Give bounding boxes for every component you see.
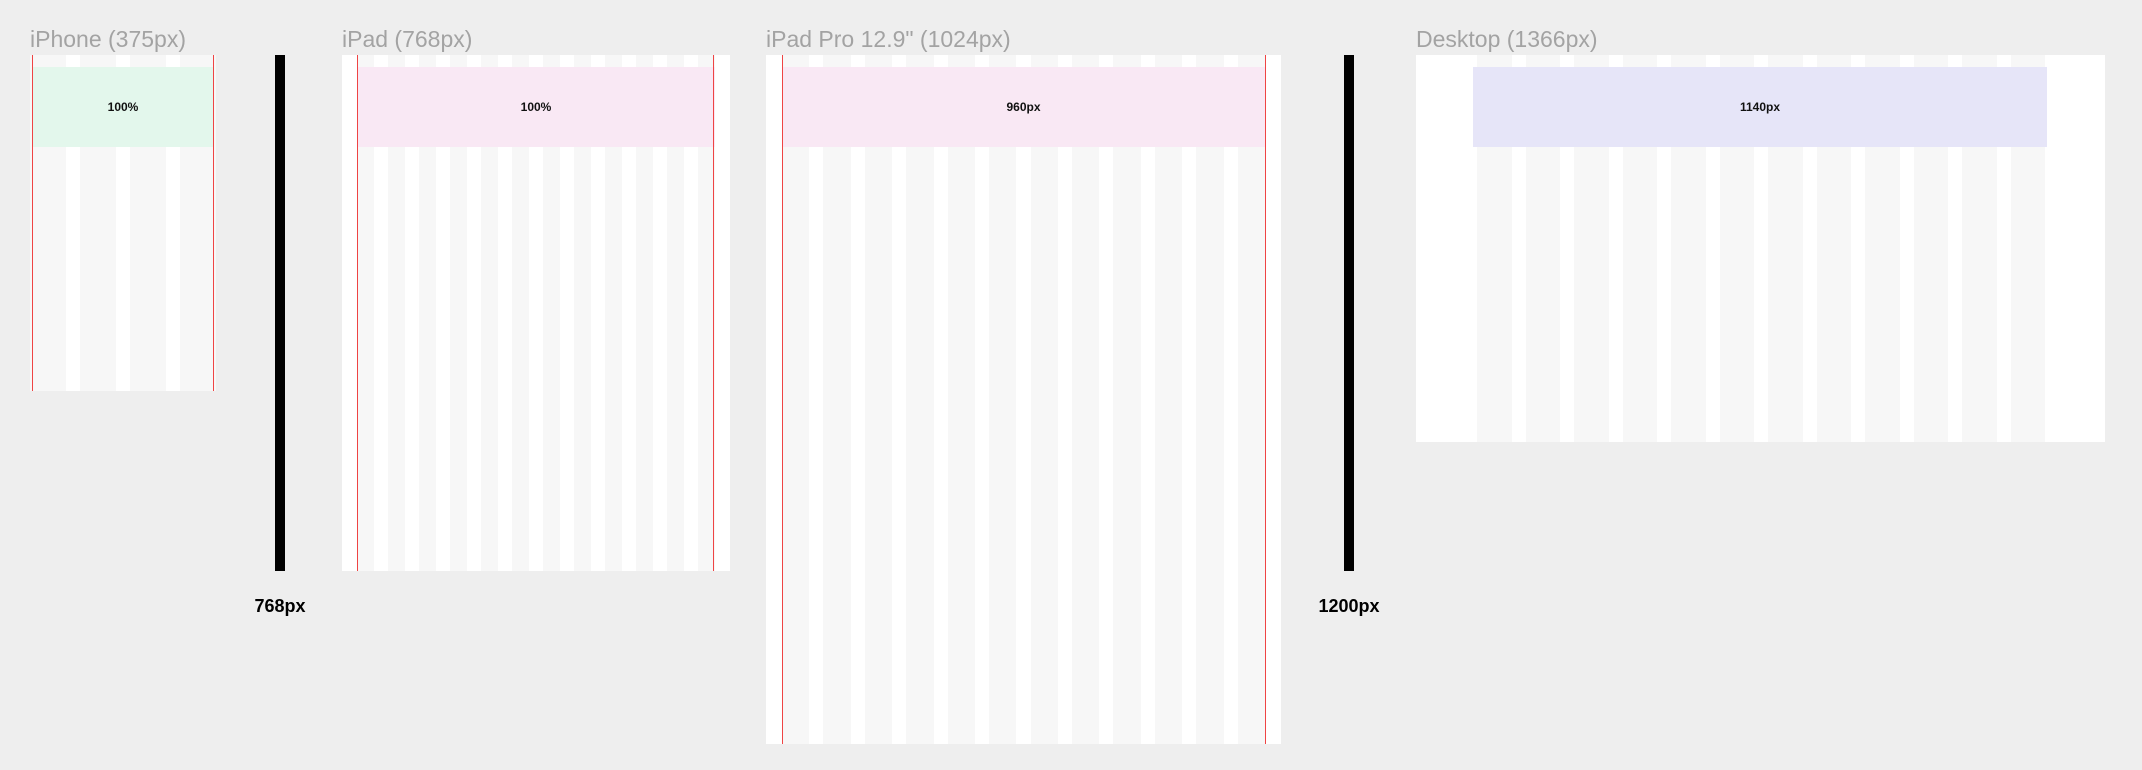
container-band-iphone: 100% bbox=[32, 67, 214, 147]
breakpoint-label-768: 768px bbox=[254, 596, 306, 616]
grid-column bbox=[782, 55, 810, 744]
grid-column bbox=[864, 55, 893, 744]
grid-column bbox=[1030, 55, 1058, 744]
grid-column bbox=[1154, 55, 1183, 744]
breakpoint-label-1200: 1200px bbox=[1318, 596, 1380, 616]
guide-right-iphone bbox=[213, 55, 214, 391]
grid-column bbox=[543, 55, 560, 571]
container-label-iphone: 100% bbox=[107, 100, 139, 114]
frame-iphone: 100% bbox=[30, 55, 216, 391]
grid-column bbox=[1196, 55, 1224, 744]
breakpoint-bar-1200 bbox=[1344, 55, 1354, 571]
grid-column bbox=[1071, 55, 1100, 744]
frame-ipad: 100% bbox=[342, 55, 730, 571]
grid-column bbox=[667, 55, 684, 571]
breakpoint-bar-768 bbox=[275, 55, 285, 571]
container-label-ipad: 100% bbox=[520, 100, 552, 114]
grid-column bbox=[989, 55, 1017, 744]
grid-column bbox=[823, 55, 851, 744]
grid-column bbox=[1237, 55, 1265, 744]
guide-left-ipad-pro bbox=[782, 55, 783, 744]
frame-title-desktop: Desktop (1366px) bbox=[1416, 26, 1598, 52]
grid-column bbox=[388, 55, 405, 571]
grid-column bbox=[605, 55, 622, 571]
guide-left-ipad bbox=[357, 55, 358, 571]
grid-column bbox=[947, 55, 976, 744]
frame-title-iphone: iPhone (375px) bbox=[30, 26, 186, 52]
frame-desktop: 1140px bbox=[1416, 55, 2105, 442]
grid-column bbox=[906, 55, 934, 744]
frame-title-ipad-pro: iPad Pro 12.9" (1024px) bbox=[766, 26, 1011, 52]
grid-column bbox=[357, 55, 374, 571]
guide-right-ipad-pro bbox=[1265, 55, 1266, 744]
grid-column bbox=[636, 55, 653, 571]
container-label-ipad-pro: 960px bbox=[1006, 100, 1041, 114]
frame-ipad-pro: 960px bbox=[766, 55, 1281, 744]
container-band-ipad: 100% bbox=[357, 67, 715, 147]
frame-title-ipad: iPad (768px) bbox=[342, 26, 473, 52]
grid-column bbox=[481, 55, 498, 571]
container-label-desktop: 1140px bbox=[1739, 100, 1781, 114]
grid-column bbox=[1113, 55, 1141, 744]
grid-column bbox=[574, 55, 591, 571]
container-band-ipad-pro: 960px bbox=[782, 67, 1265, 147]
grid-column bbox=[698, 55, 715, 571]
grid-column bbox=[450, 55, 467, 571]
grid-column bbox=[512, 55, 529, 571]
guide-right-ipad bbox=[713, 55, 714, 571]
grid-column bbox=[419, 55, 436, 571]
guide-left-iphone bbox=[32, 55, 33, 391]
container-band-desktop: 1140px bbox=[1473, 67, 2047, 147]
